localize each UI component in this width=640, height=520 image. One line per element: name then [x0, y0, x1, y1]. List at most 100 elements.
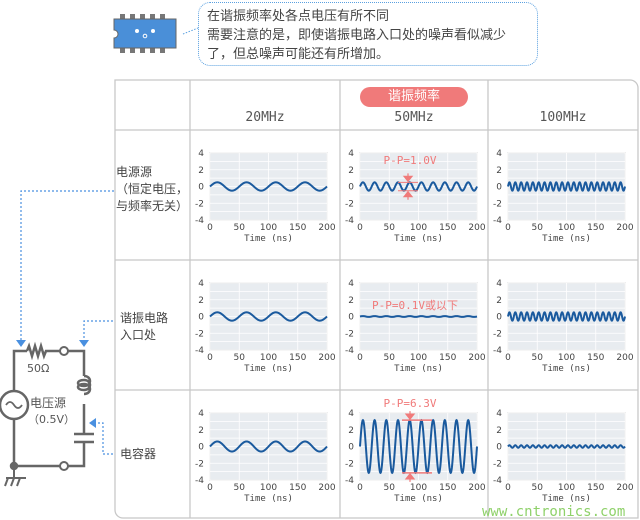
y-tick-label: 0: [348, 313, 354, 323]
y-tick-label: -4: [493, 216, 502, 226]
x-tick-label: 150: [439, 223, 456, 233]
x-tick-label: 50: [384, 483, 396, 493]
callout-line: 需要注意的是，即使谐振电路入口处的噪声看似减少: [207, 28, 507, 43]
waveform-chart: 0 50 100 150 200 4 2 0 -2 -4 Time (ns): [493, 409, 634, 504]
terminal-top: [59, 346, 69, 356]
x-tick-label: 100: [410, 223, 427, 233]
annotation-pp-0-1v: P-P=0.1V或以下: [372, 299, 458, 312]
leader-arrows: [16, 340, 96, 428]
x-tick-label: 200: [318, 223, 335, 233]
chip-icon: [113, 14, 199, 53]
x-tick-label: 100: [410, 353, 427, 363]
y-tick-label: -2: [195, 329, 204, 339]
ground-icon: [4, 466, 26, 487]
y-tick-label: -4: [345, 346, 354, 356]
y-tick-label: -4: [345, 216, 354, 226]
annotation-pp-1v: P-P=1.0V: [384, 154, 437, 167]
resistor: [25, 341, 60, 361]
y-tick-label: 4: [496, 279, 502, 289]
y-tick-label: -4: [195, 476, 204, 486]
x-axis-label: Time (ns): [394, 494, 443, 504]
column-header-100mhz: 100MHz: [539, 110, 587, 125]
terminal-bottom: [59, 461, 69, 471]
x-tick-label: 50: [384, 353, 396, 363]
waveform-chart: 0 50 100 150 200 4 2 0 -2 -4 Time (ns): [195, 279, 336, 374]
x-axis-label: Time (ns): [394, 364, 443, 374]
y-tick-label: -4: [493, 476, 502, 486]
resistor-label: 50Ω: [27, 362, 49, 375]
x-tick-label: 0: [505, 223, 511, 233]
x-tick-label: 200: [616, 223, 633, 233]
x-tick-label: 100: [558, 483, 575, 493]
waveform-line: [359, 418, 478, 475]
x-tick-label: 150: [289, 223, 306, 233]
x-tick-label: 0: [357, 223, 363, 233]
x-axis-label: Time (ns): [244, 364, 293, 374]
y-tick-label: -4: [493, 346, 502, 356]
y-tick-label: 4: [496, 149, 502, 159]
waveform-line: [359, 181, 478, 192]
x-tick-label: 50: [532, 353, 544, 363]
x-tick-label: 50: [234, 353, 246, 363]
y-tick-label: 4: [198, 279, 204, 289]
waveform-line: [507, 444, 626, 449]
y-tick-label: 0: [198, 443, 204, 453]
callout-bubble: 在谐振频率处各点电压有所不同 需要注意的是，即使谐振电路入口处的噪声看似减少 了…: [198, 2, 538, 66]
x-axis-label: Time (ns): [244, 494, 293, 504]
row-label-resonant-input: 谐振电路 入口处: [120, 310, 168, 344]
x-tick-label: 0: [505, 353, 511, 363]
source-voltage: （0.5V）: [28, 413, 75, 426]
y-tick-label: 2: [198, 296, 204, 306]
column-header-50mhz: 50MHz: [394, 110, 434, 125]
row-label-line: 入口处: [120, 328, 157, 342]
row-label-line: 谐振电路: [120, 311, 169, 325]
x-tick-label: 50: [532, 223, 544, 233]
wire-left: [12, 349, 27, 391]
x-tick-label: 200: [616, 353, 633, 363]
x-tick-label: 150: [289, 353, 306, 363]
y-tick-label: 0: [496, 183, 502, 193]
y-tick-label: 2: [348, 296, 354, 306]
y-tick-label: -2: [195, 199, 204, 209]
y-tick-label: 4: [348, 279, 354, 289]
waveform-chart: 0 50 100 150 200 4 2 0 -2 -4 Time (ns): [493, 279, 634, 374]
y-tick-label: 2: [348, 166, 354, 176]
y-tick-label: 0: [496, 313, 502, 323]
x-tick-label: 0: [207, 223, 213, 233]
source-label: 电压源: [30, 396, 66, 410]
callout-line: 在谐振频率处各点电压有所不同: [207, 9, 390, 24]
row-label-line: 电容器: [120, 447, 157, 461]
y-tick-label: 2: [348, 426, 354, 436]
circuit-schematic: [0, 341, 94, 487]
x-axis-label: Time (ns): [244, 234, 293, 244]
y-tick-label: -2: [345, 329, 354, 339]
x-tick-label: 150: [587, 353, 604, 363]
arrow-icon: [402, 190, 414, 200]
y-tick-label: -2: [345, 459, 354, 469]
x-tick-label: 50: [384, 223, 396, 233]
x-tick-label: 100: [260, 483, 277, 493]
x-tick-label: 0: [357, 353, 363, 363]
y-tick-label: 4: [198, 409, 204, 419]
x-tick-label: 150: [439, 353, 456, 363]
y-tick-label: -2: [345, 199, 354, 209]
x-tick-label: 200: [468, 223, 485, 233]
arrow-icon: [404, 472, 416, 482]
y-tick-label: -2: [195, 459, 204, 469]
column-header-20mhz: 20MHz: [245, 110, 285, 125]
x-tick-label: 50: [234, 483, 246, 493]
x-tick-label: 0: [207, 483, 213, 493]
x-tick-label: 150: [587, 483, 604, 493]
y-tick-label: 0: [348, 443, 354, 453]
x-tick-label: 100: [260, 353, 277, 363]
x-tick-label: 150: [587, 223, 604, 233]
waveform-chart: 0 50 100 150 200 4 2 0 -2 -4 Time (ns): [493, 149, 634, 244]
y-tick-label: -4: [345, 476, 354, 486]
y-tick-label: 4: [348, 409, 354, 419]
comparison-table-grid: [114, 79, 639, 519]
x-axis-label: Time (ns): [542, 234, 591, 244]
waveform-chart: 0 50 100 150 200 4 2 0 -2 -4 Time (ns): [195, 149, 336, 244]
waveform-chart: 0 50 100 150 200 4 2 0 -2 -4 Time (ns): [345, 279, 486, 374]
row-label-power-source: 电源源 （恒定电压， 与频率无关）: [116, 164, 188, 215]
